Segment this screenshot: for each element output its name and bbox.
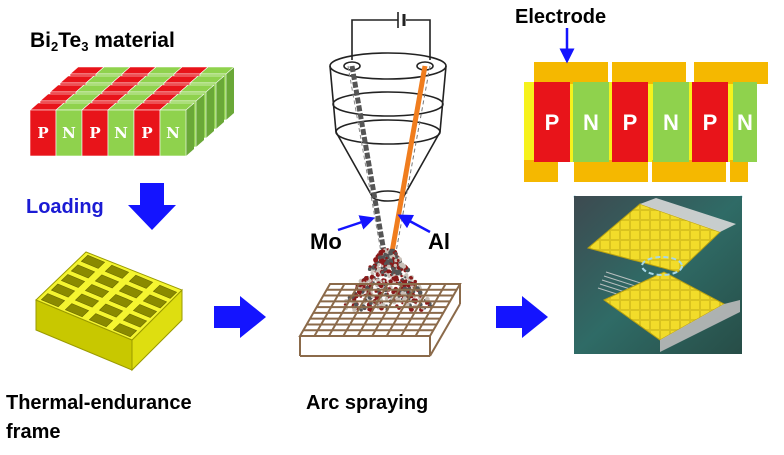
bottom-electrode [652, 160, 726, 182]
material-leg-label: P [89, 124, 100, 142]
top-electrode [694, 62, 768, 84]
bottom-electrode [730, 160, 748, 182]
sprayed-substrate-grid [298, 283, 462, 357]
material-leg-label: N [62, 124, 76, 142]
al-label: Al [428, 229, 450, 254]
bottom-electrode [524, 160, 558, 182]
mo-wire [347, 65, 387, 253]
bottom-electrode [574, 160, 648, 182]
material-leg-label: N [114, 124, 128, 142]
pn-leg-label: N [737, 110, 753, 135]
pn-leg-label: P [703, 110, 718, 135]
material-leg-label: P [141, 124, 152, 142]
top-electrode [612, 62, 686, 84]
pn-leg [534, 82, 570, 162]
pn-leg [692, 82, 728, 162]
loading-arrow-icon [128, 183, 176, 230]
mo-label: Mo [310, 229, 342, 254]
material-title: Bi2Te3 material [30, 29, 175, 54]
thermal-endurance-frame [35, 251, 183, 372]
pn-leg-label: N [583, 110, 599, 135]
material-leg-label: P [37, 124, 48, 142]
mo-pointer-arrow-icon [337, 215, 376, 232]
arc-spraying-label: Arc spraying [306, 392, 429, 414]
right-arrow-icon-1 [214, 296, 266, 338]
electrode-label: Electrode [515, 6, 607, 28]
frame-label: frame [6, 421, 61, 443]
device-photo [574, 196, 742, 354]
pn-leg [612, 82, 648, 162]
pn-leg [573, 82, 609, 162]
arc-spray-gun [329, 12, 447, 202]
al-pointer-arrow-icon [397, 214, 431, 234]
pn-leg-label: N [663, 110, 679, 135]
top-electrode [534, 62, 608, 84]
pn-leg [653, 82, 689, 162]
pn-leg [733, 82, 757, 162]
pn-leg-label: P [623, 110, 638, 135]
pn-leg-label: P [545, 110, 560, 135]
right-arrow-icon-2 [496, 296, 548, 338]
loading-label: Loading [26, 196, 104, 218]
thermal-endurance-label: Thermal-endurance [6, 392, 192, 414]
material-leg-label: N [166, 124, 180, 142]
